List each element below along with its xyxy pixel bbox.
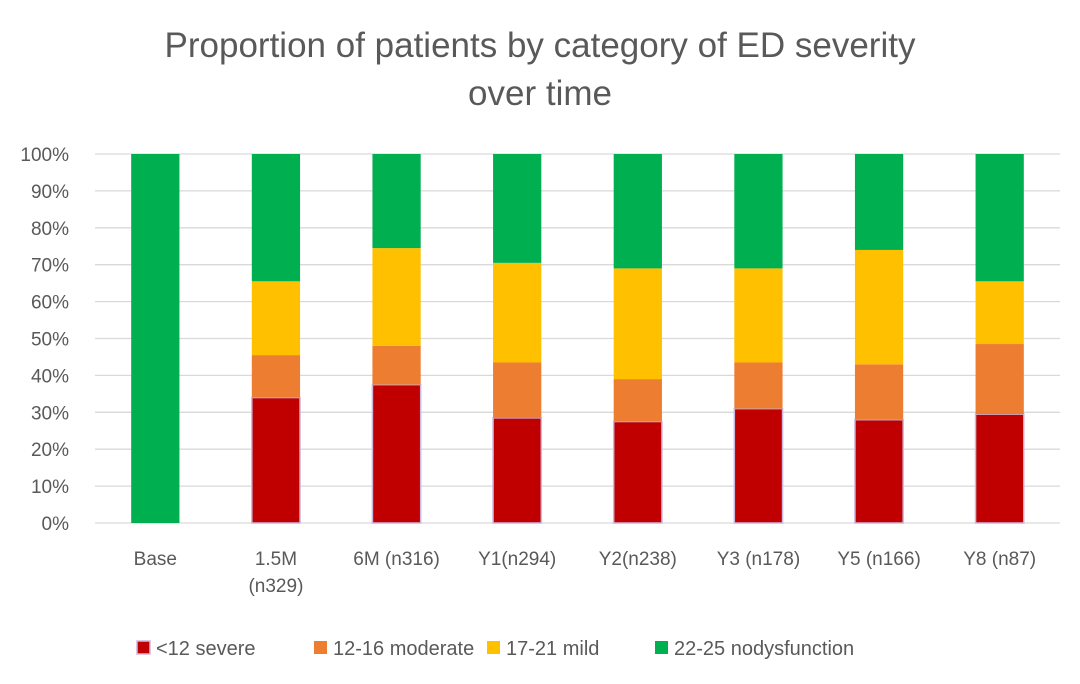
chart-title-line-2: over time bbox=[468, 74, 612, 113]
bar-segment bbox=[975, 281, 1024, 345]
bar-segment bbox=[734, 268, 783, 363]
bar-segment bbox=[251, 281, 301, 356]
bar-segment bbox=[854, 249, 904, 365]
bar-segment bbox=[492, 417, 543, 524]
gridlines bbox=[95, 153, 1060, 524]
bar-segment bbox=[251, 396, 301, 524]
x-axis-category-labels: Base 1.5M (n329) 6M (n316) Y1(n294) Y2(n238) Y… bbox=[134, 549, 1036, 597]
bar-segment bbox=[975, 154, 1024, 282]
y-tick-label: 100% bbox=[20, 145, 69, 166]
y-tick-label: 40% bbox=[31, 366, 69, 387]
bar-segment bbox=[854, 364, 904, 420]
y-tick-label: 90% bbox=[31, 182, 69, 203]
bar-segment bbox=[371, 383, 422, 524]
bars bbox=[131, 154, 1025, 524]
bar-segment bbox=[131, 154, 180, 523]
x-category-label: Y1(n294) bbox=[478, 549, 556, 570]
legend-label: 12-16 moderate bbox=[333, 638, 474, 660]
y-tick-label: 80% bbox=[31, 219, 69, 240]
bar-segment bbox=[251, 154, 301, 282]
x-category-label: (n329) bbox=[248, 576, 303, 597]
y-tick-label: 0% bbox=[42, 514, 70, 535]
legend-swatch bbox=[655, 641, 668, 654]
legend: <12 severe 12-16 moderate 17-21 mild 22-25 … bbox=[136, 638, 854, 660]
x-category-label: Y2(n238) bbox=[599, 549, 677, 570]
bar-segment bbox=[372, 248, 421, 346]
bar-segment bbox=[493, 154, 542, 263]
legend-swatch bbox=[136, 640, 151, 655]
legend-label: <12 severe bbox=[156, 638, 256, 660]
bar-segment bbox=[493, 362, 542, 418]
x-category-label: Y8 (n87) bbox=[963, 549, 1036, 570]
x-category-label: Y5 (n166) bbox=[837, 549, 920, 570]
bar-segment bbox=[372, 345, 421, 385]
y-tick-label: 60% bbox=[31, 293, 69, 314]
legend-label: 22-25 nodysfunction bbox=[674, 638, 854, 660]
legend-label: 17-21 mild bbox=[506, 638, 599, 660]
bar-segment bbox=[734, 154, 783, 269]
y-tick-label: 70% bbox=[31, 256, 69, 277]
bar-segment bbox=[733, 407, 784, 524]
x-category-label: 1.5M bbox=[255, 549, 297, 570]
bar-segment bbox=[975, 344, 1024, 415]
bar-segment bbox=[612, 420, 663, 524]
bar-segment bbox=[251, 355, 301, 398]
bar-segment bbox=[854, 154, 904, 250]
chart-title: Proportion of patients by category of ED… bbox=[0, 22, 1080, 118]
bar-segment bbox=[854, 418, 904, 524]
legend-swatch bbox=[314, 641, 327, 654]
y-tick-label: 50% bbox=[31, 330, 69, 351]
bar-segment bbox=[734, 362, 783, 409]
bar-segment bbox=[974, 413, 1025, 524]
bar-segment bbox=[493, 262, 542, 363]
bar-segment bbox=[613, 379, 662, 422]
y-tick-label: 30% bbox=[31, 403, 69, 424]
y-tick-label: 10% bbox=[31, 477, 69, 498]
x-category-label: Base bbox=[134, 549, 177, 570]
x-category-label: 6M (n316) bbox=[353, 549, 440, 570]
y-axis-tick-labels: 0% 10% 20% 30% 40% 50% 60% 70% 80% 90% 100% bbox=[20, 145, 69, 535]
y-tick-label: 20% bbox=[31, 440, 69, 461]
bar-segment bbox=[613, 268, 662, 380]
bar-segment bbox=[613, 154, 662, 269]
legend-swatch bbox=[487, 641, 500, 654]
chart-title-line-1: Proportion of patients by category of ED… bbox=[164, 26, 916, 65]
bar-segment bbox=[372, 154, 421, 249]
x-category-label: Y3 (n178) bbox=[717, 549, 800, 570]
